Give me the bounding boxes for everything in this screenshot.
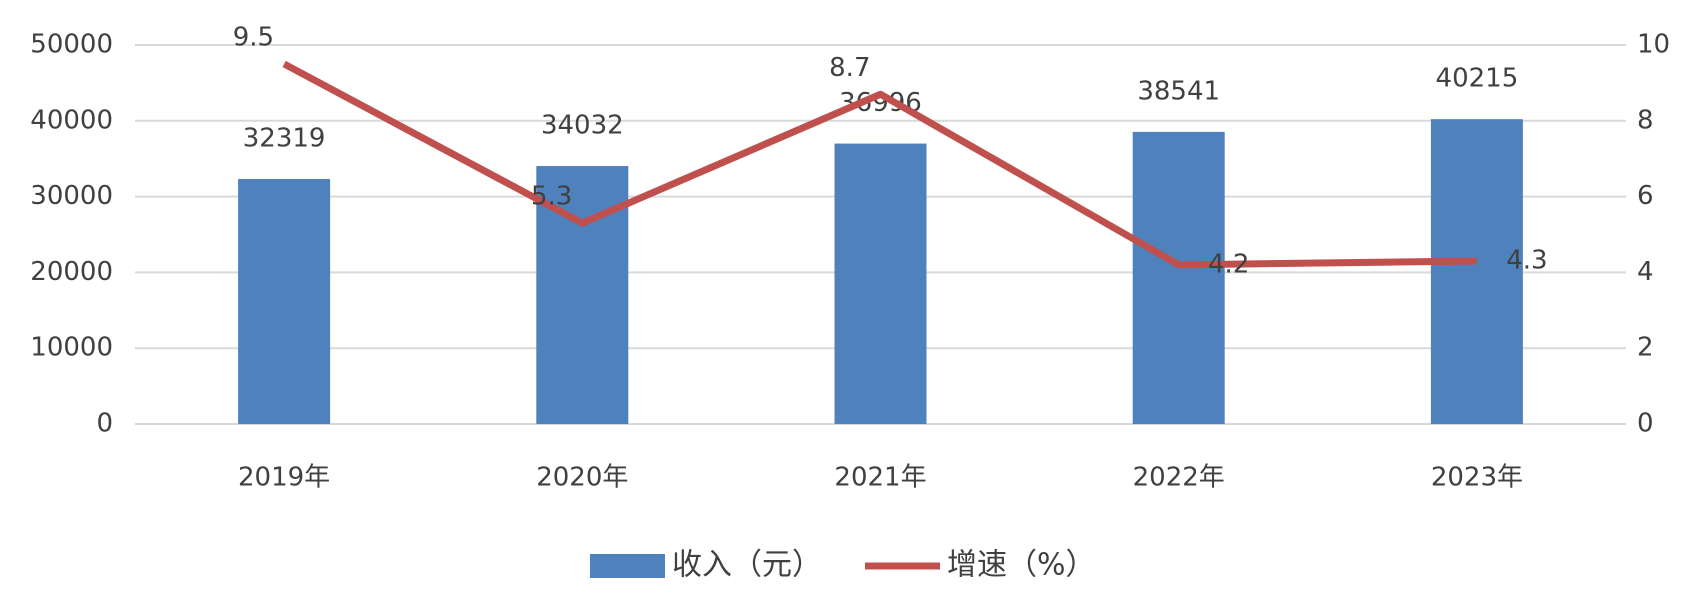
legend-label: 增速（%） (947, 548, 1096, 583)
bar-value-label: 40215 (1436, 64, 1519, 94)
x-tick-label: 2020年 (536, 463, 628, 493)
line-value-label: 5.3 (531, 182, 572, 212)
line-value-label: 9.5 (233, 22, 274, 52)
y-tick-label: 30000 (30, 181, 113, 211)
bar-value-label: 32319 (243, 124, 326, 154)
x-tick-label: 2022年 (1133, 463, 1225, 493)
line-value-label: 8.7 (829, 53, 870, 83)
x-tick-label: 2023年 (1431, 463, 1523, 493)
bar (238, 179, 331, 424)
bar-value-label: 38541 (1137, 76, 1220, 106)
y2-tick-label: 0 (1637, 409, 1654, 439)
bar (1132, 131, 1225, 424)
bar (1430, 119, 1523, 425)
line-series (282, 60, 1477, 269)
bar (834, 143, 927, 424)
y2-tick-label: 10 (1637, 30, 1670, 60)
y-tick-label: 0 (96, 409, 113, 439)
y2-tick-label: 8 (1637, 105, 1654, 135)
y-tick-label: 50000 (30, 30, 113, 60)
y-tick-label: 20000 (30, 257, 113, 287)
legend-swatch (590, 554, 665, 578)
line-value-label: 4.2 (1208, 249, 1249, 279)
y2-tick-label: 4 (1637, 257, 1654, 287)
bar-value-label: 34032 (541, 111, 624, 141)
y-tick-label: 40000 (30, 105, 113, 135)
line-value-label: 4.3 (1506, 246, 1547, 276)
y2-tick-label: 2 (1637, 333, 1654, 363)
legend-label: 收入（元） (672, 548, 822, 583)
y2-tick-label: 6 (1637, 181, 1654, 211)
x-tick-label: 2019年 (238, 463, 330, 493)
x-tick-label: 2021年 (834, 463, 926, 493)
y-tick-label: 10000 (30, 333, 113, 363)
